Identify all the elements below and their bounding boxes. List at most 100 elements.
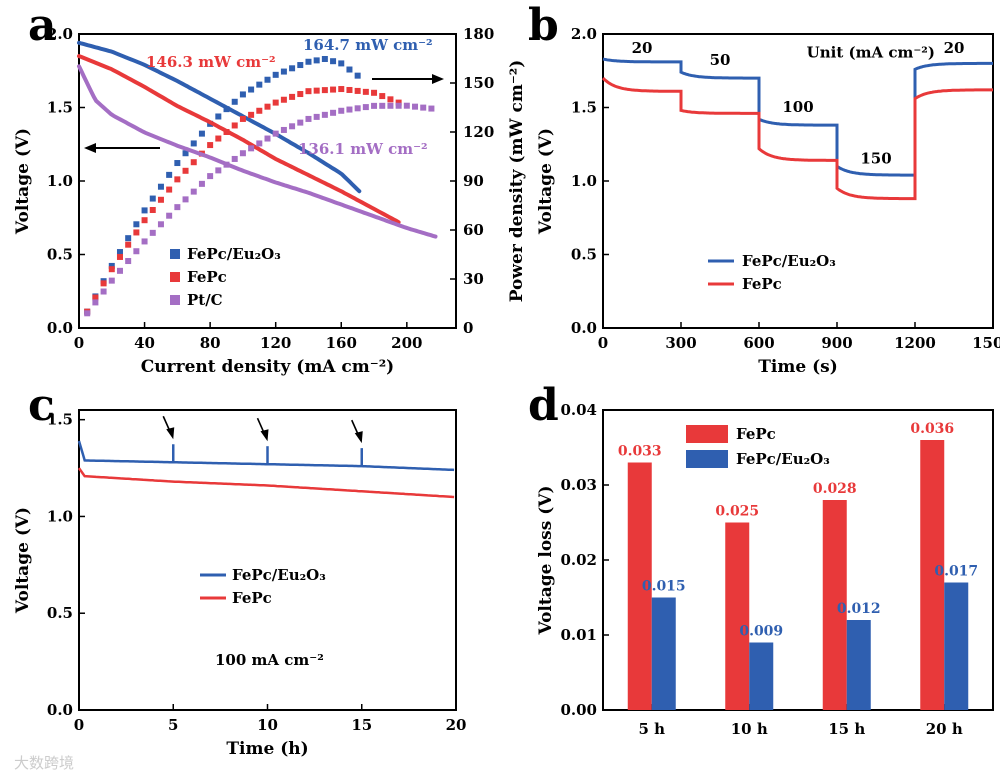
panel-a-power-point (272, 130, 279, 137)
panel-a-power-point (379, 93, 386, 100)
panel-d-bar (627, 462, 652, 710)
panel-a-power-point (239, 115, 246, 122)
panel-a-power-point (133, 221, 140, 228)
panel-d-bar-label: 0.036 (910, 421, 954, 437)
panel-c-marker-arrowhead (260, 429, 269, 442)
panel-a-power-point (313, 57, 320, 64)
panel-d-bar-label: 0.012 (837, 601, 881, 617)
panel-a-xtick-label: 120 (260, 334, 291, 352)
panel-a-power-point (166, 186, 173, 193)
panel-b-step-label: 20 (632, 39, 653, 57)
panel-b-step-label: 50 (710, 51, 731, 69)
panel-c-xlabel: Time (h) (226, 739, 308, 759)
panel-b-xtick-label: 900 (821, 334, 852, 352)
panel-a-power-point (215, 135, 222, 142)
panel-a-xtick-label: 40 (134, 334, 155, 352)
panel-a-power-point (149, 206, 156, 213)
panel-a-legend-label: Pt/C (187, 291, 223, 309)
panel-d-legend-swatch (686, 450, 728, 468)
panel-a-power-point (182, 150, 189, 157)
panel-c-xtick-label: 15 (351, 716, 372, 734)
panel-d-bar (822, 500, 847, 710)
panel-a-power-point (116, 253, 123, 260)
panel-a-power-point (272, 99, 279, 106)
panel-a-power-point (141, 207, 148, 214)
panel-d-bar (725, 522, 750, 710)
panel-a-power-point (125, 258, 132, 265)
panel-a-y2tick-label: 60 (463, 221, 484, 239)
panel-a-power-point (215, 113, 222, 120)
panel-label-b: b (528, 0, 559, 51)
panel-a-power-point (280, 68, 287, 75)
panel-a-power-point (297, 91, 304, 98)
panel-d-ylabel: Voltage loss (V) (536, 485, 556, 635)
panel-c: 0 5 10 15 20 0.0 0.5 1.0 1.5 Time (h) Voltage (V) F… (13, 409, 467, 759)
panel-a-power-point (149, 195, 156, 202)
panel-a-xtick-label: 0 (74, 334, 84, 352)
panel-c-ytick-label: 1.0 (47, 507, 73, 525)
panel-b-ytick-label: 1.5 (571, 99, 597, 117)
panel-a-legend-marker (170, 249, 180, 259)
panel-a-power-point (338, 60, 345, 67)
panel-a-power-point (125, 241, 132, 248)
panel-a-power-point (92, 299, 99, 306)
panel-a-power-point (330, 109, 337, 116)
panel-a-power-point (321, 55, 328, 62)
panel-a-power-point (346, 106, 353, 113)
panel-d-bar (944, 582, 969, 710)
panel-a-power-point (190, 159, 197, 166)
panel-a-y2tick-label: 180 (463, 25, 494, 43)
panel-b-xlabel: Time (s) (758, 357, 838, 377)
panel-a-power-point (371, 102, 378, 109)
panel-a-power-point (157, 196, 164, 203)
panel-a-power-point (387, 96, 394, 103)
panel-a-power-point (223, 161, 230, 168)
panel-a-power-point (321, 111, 328, 118)
panel-a-power-point (198, 180, 205, 187)
panel-a-xtick-label: 80 (200, 334, 221, 352)
panel-a-voltage-curve (77, 54, 401, 225)
panel-a-power-point (280, 96, 287, 103)
panel-d-bar-label: 0.025 (715, 504, 759, 520)
panel-a-power-point (190, 188, 197, 195)
panel-c-annotation: 100 mA cm⁻² (215, 651, 324, 669)
panel-a-power-point (108, 266, 115, 273)
panel-a-power-point (141, 217, 148, 224)
panel-c-xtick-label: 20 (446, 716, 467, 734)
panel-a-xtick-label: 160 (326, 334, 357, 352)
panel-d-legend-swatch (686, 425, 728, 443)
panel-a-power-point (182, 196, 189, 203)
panel-b-legend-label: FePc (742, 275, 782, 293)
panel-d-bar (651, 597, 676, 710)
panel-a-power-point (174, 160, 181, 167)
panel-a-power-point (125, 235, 132, 242)
panel-a-power-point (362, 88, 369, 95)
panel-a-power-point (346, 86, 353, 93)
panel-d-legend-label: FePc/Eu₂O₃ (736, 450, 830, 468)
panel-a-power-point (264, 76, 271, 83)
panel-a-power-point (330, 58, 337, 65)
panel-a-power-point (297, 119, 304, 126)
panel-a-power-point (182, 167, 189, 174)
panel-a-power-point (420, 104, 427, 111)
panel-c-xtick-label: 0 (74, 716, 84, 734)
panel-b-xtick-label: 0 (598, 334, 608, 352)
panel-a-power-point (297, 62, 304, 69)
panel-a-power-point (133, 248, 140, 255)
panel-d-bar-label: 0.017 (934, 564, 978, 580)
panel-label-d: d (528, 380, 559, 431)
panel-a-power-point (371, 89, 378, 96)
panel-a-power-point (354, 72, 361, 79)
panel-b-ylabel: Voltage (V) (536, 128, 556, 235)
panel-a-y2tick-label: 90 (463, 172, 484, 190)
panel-a-power-point (428, 105, 435, 112)
panel-c-ytick-label: 0.5 (47, 604, 73, 622)
panel-a-power-point (207, 142, 214, 149)
panel-a-power-point (149, 229, 156, 236)
panel-a-power-point (223, 129, 230, 135)
panel-a-power-point (239, 91, 246, 98)
panel-a-power-point (313, 87, 320, 94)
panel-a-power-point (272, 71, 279, 78)
panel-a-power-point (379, 102, 386, 109)
panel-a-power-point (313, 113, 320, 120)
